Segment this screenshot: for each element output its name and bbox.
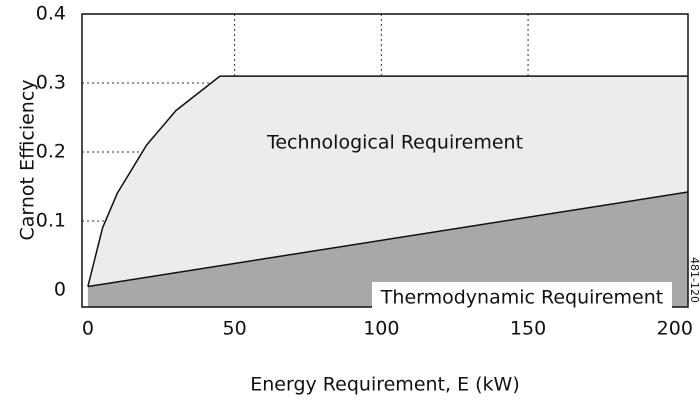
line [87, 75, 688, 287]
area [87, 76, 688, 287]
x-tick-label: 50 [223, 318, 247, 340]
x-axis-label: Energy Requirement, E (kW) [250, 374, 520, 396]
y-tick-label: 0.3 [36, 72, 66, 94]
x-tick-label: 200 [657, 318, 693, 340]
x-tick-label: 0 [82, 318, 94, 340]
y-tick-label: 0.4 [36, 3, 66, 25]
y-tick-label: 0.2 [36, 141, 66, 163]
x-tick-label: 100 [363, 318, 399, 340]
y-axis-label: Carnot Efficiency [17, 79, 39, 240]
line [87, 191, 689, 288]
label-box [372, 282, 672, 314]
area [87, 192, 688, 307]
y-tick-label: 0.1 [36, 210, 66, 232]
figure-code: 481-120 [688, 257, 700, 303]
x-tick-label: 150 [510, 318, 546, 340]
series-label: Technological Requirement [266, 132, 523, 154]
series-label: Thermodynamic Requirement [380, 287, 663, 309]
y-tick-label: 0 [54, 279, 66, 301]
